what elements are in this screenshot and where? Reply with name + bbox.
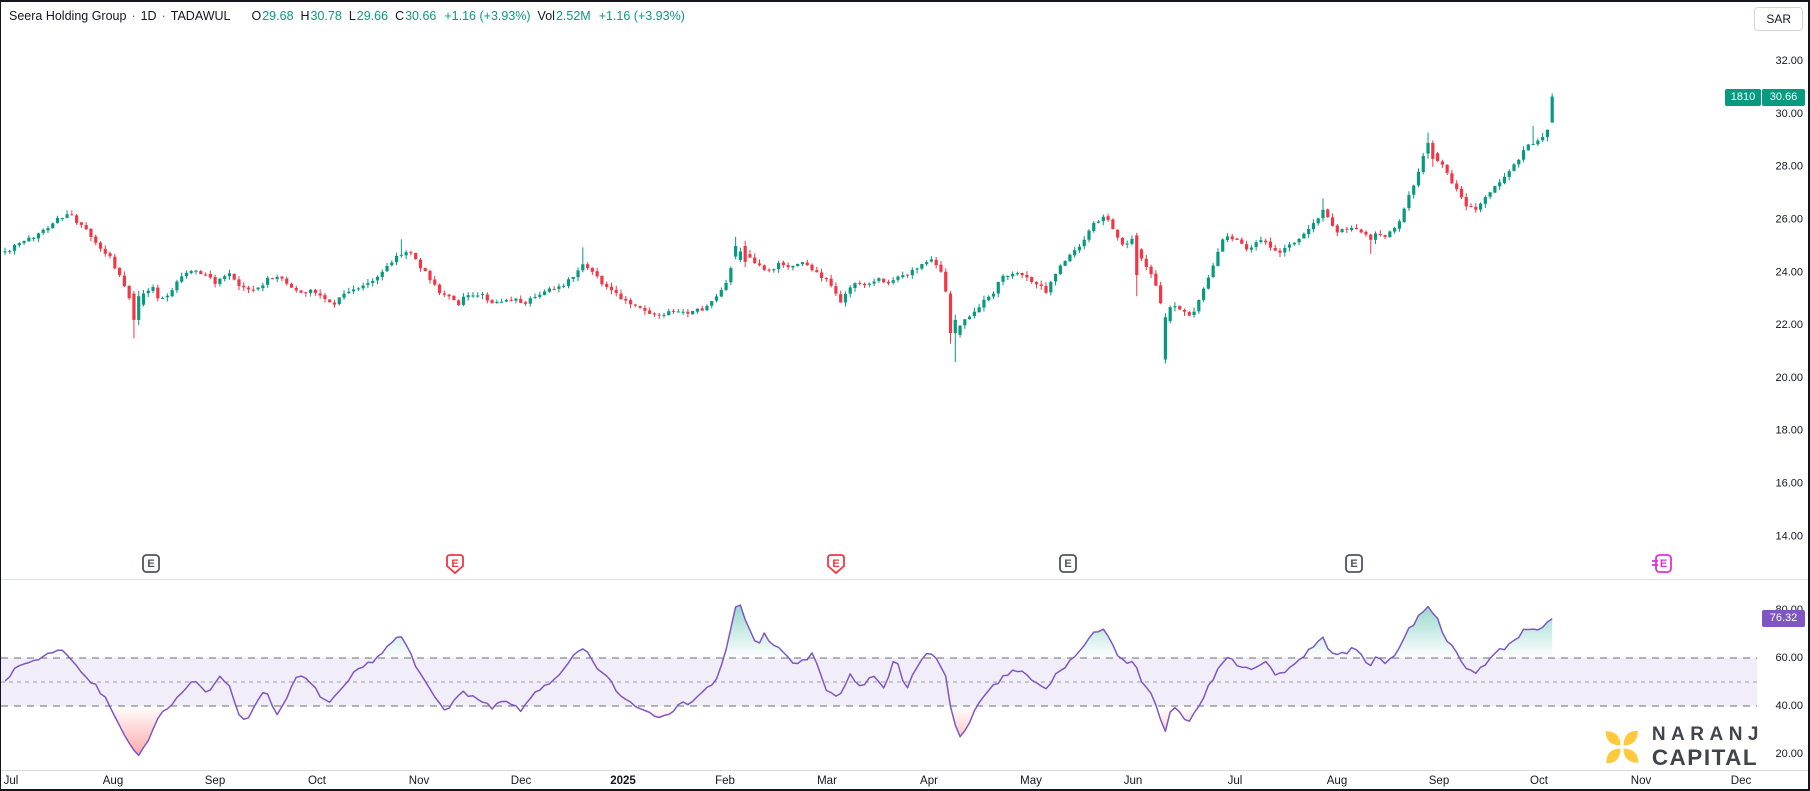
legend-separator: · xyxy=(131,9,136,23)
time-axis-month-label: Apr xyxy=(920,775,938,787)
earnings-flag-icon[interactable]: E xyxy=(444,553,466,577)
open-value: 29.68 xyxy=(262,9,294,23)
brand-logo: NARANJ CAPITAL xyxy=(1601,725,1764,770)
time-axis-month-label: Mar xyxy=(817,775,837,787)
time-axis[interactable]: Jul Aug Sep Oct Nov Dec 2025 Feb Mar Apr May Jun Jul… xyxy=(4,775,1752,787)
price-tick-label: 20.00 xyxy=(1775,372,1803,384)
time-axis-month-label: Dec xyxy=(511,775,532,787)
svg-text:E: E xyxy=(1660,558,1667,570)
time-axis-month-label: Oct xyxy=(1530,775,1549,787)
low-value: 29.66 xyxy=(356,9,389,23)
symbol-title[interactable]: Seera Holding Group xyxy=(9,9,127,23)
time-axis-month-label: Nov xyxy=(409,775,430,787)
exchange-label: TADAWUL xyxy=(170,9,231,23)
candlestick-series xyxy=(3,93,1554,364)
rsi-line xyxy=(4,604,1553,757)
volume-label: Vol xyxy=(537,9,555,23)
earnings-flag-icon[interactable]: E xyxy=(1651,553,1673,577)
time-axis-month-label: Oct xyxy=(308,775,327,787)
svg-text:E: E xyxy=(147,558,154,570)
rsi-tick-label: 20.00 xyxy=(1775,748,1803,760)
time-axis-month-label: Nov xyxy=(1631,775,1652,787)
price-tick-label: 22.00 xyxy=(1775,319,1803,331)
price-tick-label: 28.00 xyxy=(1775,161,1803,173)
svg-text:E: E xyxy=(1350,558,1357,570)
earnings-flag-icon[interactable]: E xyxy=(825,553,847,577)
svg-text:E: E xyxy=(1064,558,1071,570)
time-axis-month-label: Feb xyxy=(715,775,735,787)
time-axis-month-label: Dec xyxy=(1731,775,1752,787)
svg-text:E: E xyxy=(832,558,839,570)
time-axis-month-label: Aug xyxy=(1327,775,1347,787)
rsi-tick-label: 60.00 xyxy=(1775,652,1803,664)
earnings-flag-icon[interactable]: E xyxy=(140,553,162,577)
time-axis-month-label: Jun xyxy=(1124,775,1143,787)
low-label: L xyxy=(348,9,356,23)
time-axis-month-label: Jul xyxy=(4,775,19,787)
countdown-badge: 1810 xyxy=(1725,89,1761,106)
earnings-flag-icon[interactable]: E xyxy=(1343,553,1365,577)
legend-separator: · xyxy=(161,9,166,23)
price-scale-axis[interactable]: 32.00 30.00 28.00 26.00 24.00 22.00 20.00 18.00… xyxy=(1775,55,1803,542)
time-axis-month-label: Aug xyxy=(103,775,123,787)
time-axis-month-label: Jul xyxy=(1228,775,1243,787)
rsi-tick-label: 40.00 xyxy=(1775,700,1803,712)
price-tick-label: 18.00 xyxy=(1775,425,1803,437)
time-axis-month-label: May xyxy=(1020,775,1042,787)
currency-button[interactable]: SAR xyxy=(1754,7,1803,31)
close-label: C xyxy=(395,9,405,23)
time-axis-month-label: 2025 xyxy=(610,775,636,787)
last-price-badge: 30.66 xyxy=(1762,89,1805,106)
interval-label: 1D xyxy=(140,9,157,23)
close-value: 30.66 xyxy=(405,9,437,23)
symbol-legend[interactable]: Seera Holding Group · 1D · TADAWUL O 29.… xyxy=(9,9,685,23)
volume-change: +1.16 (+3.93%) xyxy=(598,9,685,23)
price-change: +1.16 (+3.93%) xyxy=(444,9,531,23)
price-tick-label: 24.00 xyxy=(1775,266,1803,278)
price-tick-label: 16.00 xyxy=(1775,478,1803,490)
brand-pinwheel-icon xyxy=(1605,730,1639,764)
rsi-value-badge: 76.32 xyxy=(1762,610,1805,627)
open-label: O xyxy=(251,9,262,23)
high-value: 30.78 xyxy=(310,9,342,23)
svg-text:E: E xyxy=(451,558,458,570)
brand-name-bottom: CAPITAL xyxy=(1651,744,1759,770)
brand-name-top: NARANJ xyxy=(1651,723,1764,745)
earnings-flag-icon[interactable]: E xyxy=(1057,553,1079,577)
high-label: H xyxy=(300,9,310,23)
price-tick-label: 26.00 xyxy=(1775,214,1803,226)
time-axis-month-label: Sep xyxy=(1429,775,1449,787)
price-tick-label: 30.00 xyxy=(1775,108,1803,120)
volume-value: 2.52M xyxy=(555,9,591,23)
price-tick-label: 32.00 xyxy=(1775,55,1803,67)
price-tick-label: 14.00 xyxy=(1775,530,1803,542)
time-axis-month-label: Sep xyxy=(205,775,225,787)
